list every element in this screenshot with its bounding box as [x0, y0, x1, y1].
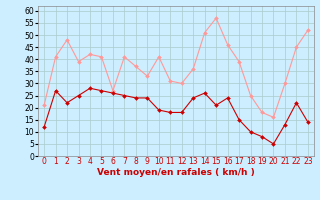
X-axis label: Vent moyen/en rafales ( km/h ): Vent moyen/en rafales ( km/h ): [97, 168, 255, 177]
